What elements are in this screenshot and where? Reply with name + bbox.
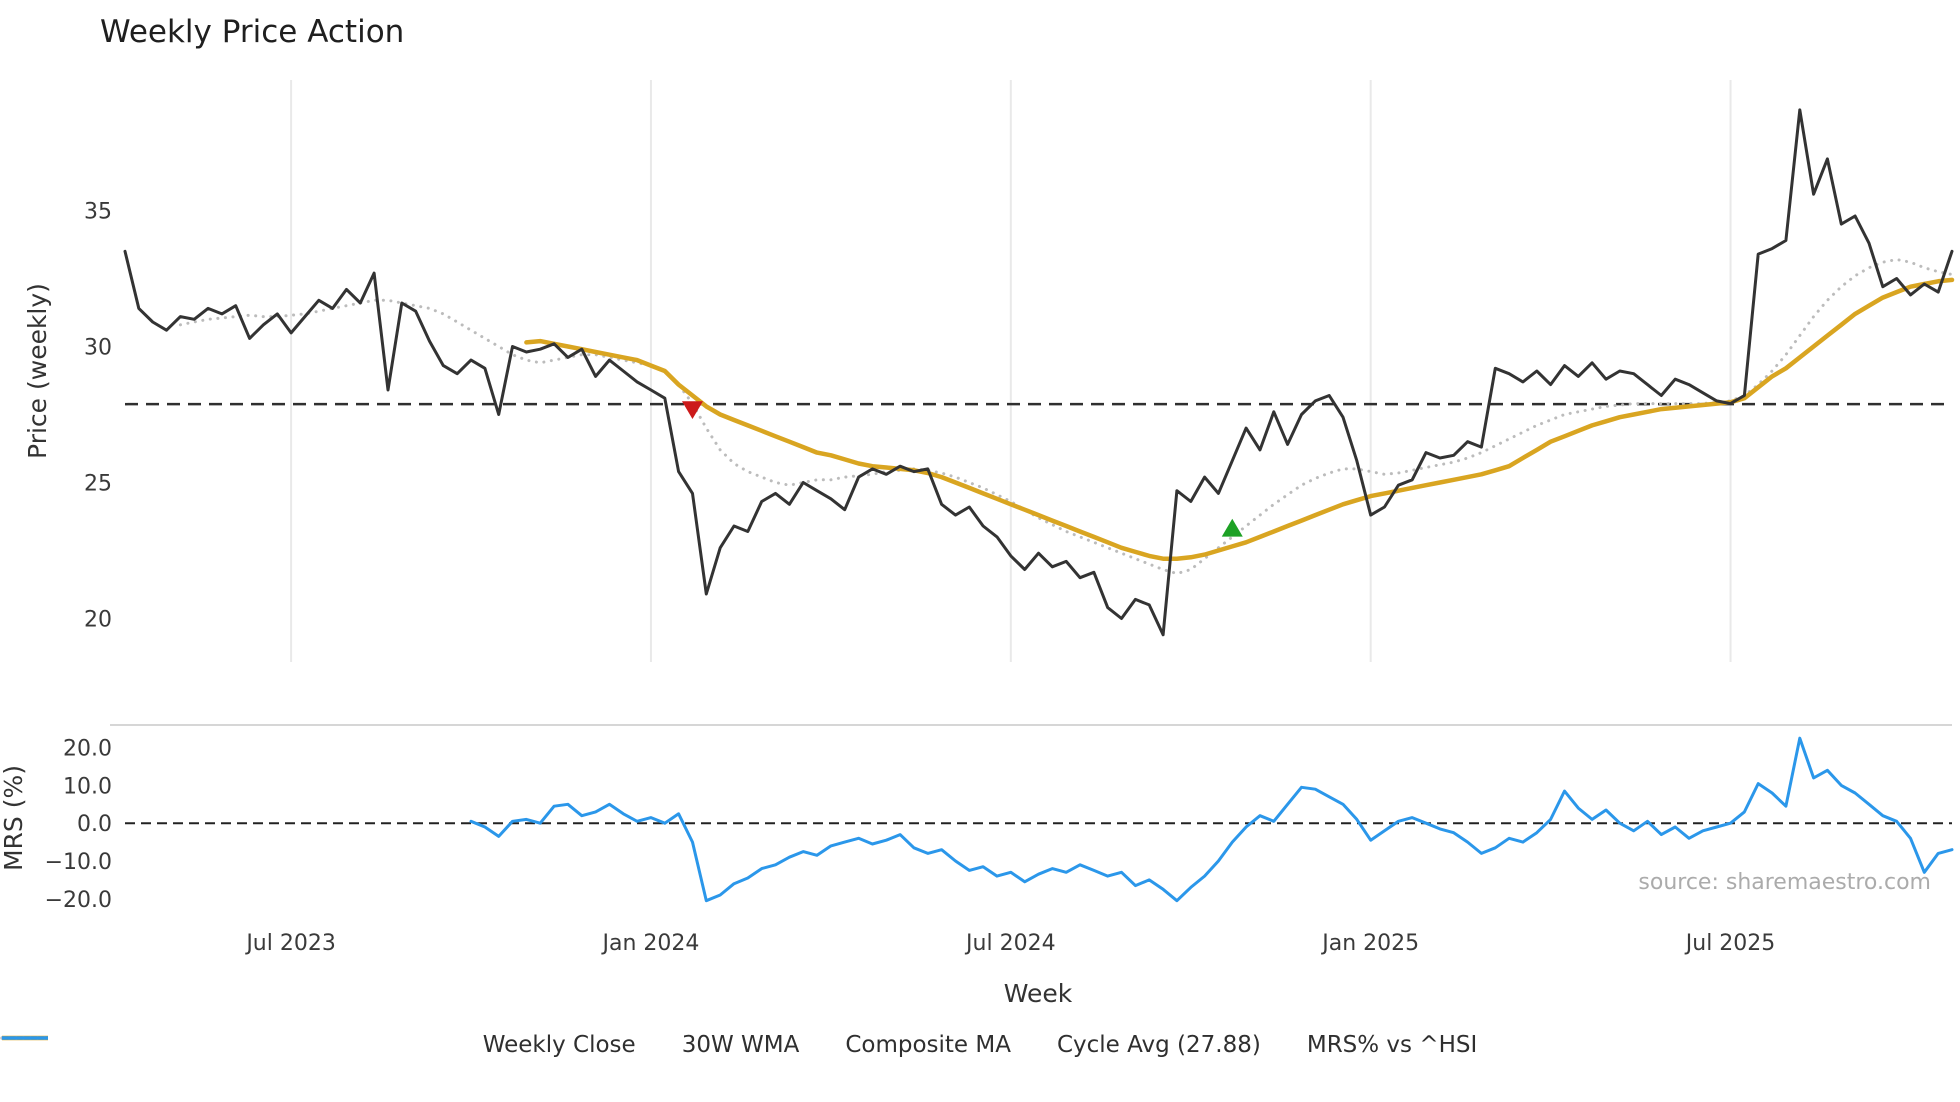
chart-legend: Weekly Close 30W WMA Composite MA Cycle Avg… (0, 1032, 1960, 1058)
legend-label-cycle-avg: Cycle Avg (27.88) (1056, 1032, 1261, 1058)
source-note: source: sharemaestro.com (1638, 870, 1931, 895)
mrs-tick-label: 0.0 (77, 812, 112, 837)
legend-swatch-mrs (2, 1036, 48, 1040)
mrs-tick-label: 20.0 (63, 737, 112, 762)
wma-30w-line (524, 277, 1955, 561)
legend-label-weekly-close: Weekly Close (482, 1032, 636, 1058)
mrs-line (469, 736, 1954, 903)
x-tick-label: Jul 2024 (964, 931, 1056, 956)
x-tick-label: Jan 2025 (1320, 931, 1419, 956)
legend-item-cycle-avg: Cycle Avg (27.88) (2, 1032, 1261, 1058)
legend-label-mrs: MRS% vs ^HSI (1306, 1032, 1478, 1058)
death-cross-marker (681, 401, 703, 420)
mrs-axis-label: MRS (%) (0, 765, 28, 871)
legend-label-composite-ma: Composite MA (845, 1032, 1011, 1058)
x-tick-label: Jul 2025 (1684, 931, 1776, 956)
golden-cross-marker (1221, 518, 1243, 537)
price-tick-label: 25 (84, 472, 112, 497)
weekly-close-line (123, 108, 1954, 637)
legend-item-mrs: MRS% vs ^HSI (2, 1032, 1478, 1058)
legend-label-wma-30w: 30W WMA (681, 1032, 800, 1058)
legend-item-composite-ma: Composite MA (0, 1032, 1011, 1058)
price-tick-label: 35 (84, 200, 112, 225)
plot-layer: Jul 2023 Jan 2024 Jul 2024 Jan 2025 Jul 2025… (45, 80, 1955, 956)
mrs-tick-label: −20.0 (45, 888, 112, 913)
mrs-tick-label: 10.0 (63, 774, 112, 799)
price-axis-label: Price (weekly) (23, 283, 52, 459)
composite-ma-line (178, 258, 1954, 576)
legend-item-weekly-close: Weekly Close (2, 1032, 636, 1058)
mrs-tick-label: −10.0 (45, 850, 112, 875)
price-tick-label: 30 (84, 336, 112, 361)
x-tick-label: Jan 2024 (601, 931, 700, 956)
chart-title: Weekly Price Action (100, 14, 404, 50)
price-tick-label: 20 (84, 607, 112, 632)
x-axis-label: Week (1004, 979, 1073, 1008)
x-tick-label: Jul 2023 (244, 931, 336, 956)
legend-item-wma-30w: 30W WMA (2, 1032, 800, 1058)
